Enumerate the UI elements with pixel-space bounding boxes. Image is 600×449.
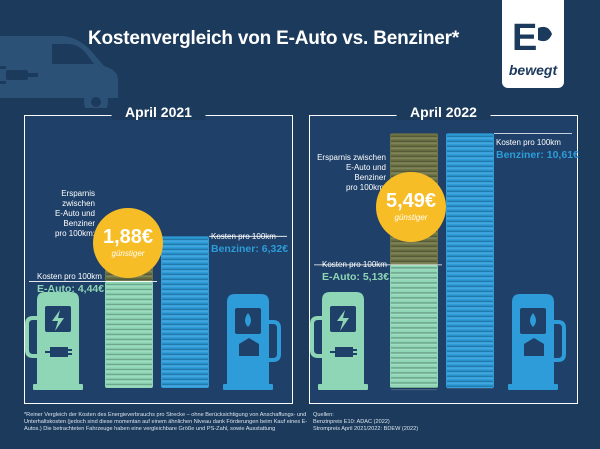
svg-text:E: E	[512, 17, 537, 59]
logo-mark-icon: E	[512, 17, 552, 59]
gasoline-label: Benziner: 6,32€	[211, 243, 289, 255]
ev-cost-bar	[390, 264, 438, 391]
ev-charger-icon	[310, 292, 368, 390]
ev-charger-icon	[25, 292, 83, 390]
savings-caption: Ersparnis zwischen E-Auto und Benziner p…	[54, 189, 95, 238]
savings-sub: günstiger	[111, 249, 145, 258]
savings-badge: 5,49€ günstiger	[376, 172, 446, 242]
sources-heading: Quellen:	[313, 412, 334, 418]
page-title: Kostenvergleich von E-Auto vs. Benziner*	[88, 28, 460, 49]
footnote: *Reiner Vergleich der Kosten des Energie…	[24, 412, 308, 433]
gasoline-caption: Kosten pro 100km	[496, 138, 561, 147]
gasoline-cost-bar	[446, 133, 494, 389]
savings-sub: günstiger	[394, 213, 428, 222]
gas-pump-icon	[223, 294, 281, 390]
chart-2021	[25, 235, 287, 390]
ev-label: E-Auto: 4,44€	[37, 283, 105, 295]
savings-value: 5,49€	[385, 190, 437, 212]
ev-caption: Kosten pro 100km	[322, 260, 387, 269]
gasoline-cost-bar	[161, 236, 209, 388]
panel-title: April 2021	[111, 104, 206, 120]
savings-value: 1,88€	[102, 226, 154, 248]
ev-plug-car-icon	[0, 36, 118, 108]
gas-pump-icon	[508, 294, 566, 390]
ev-caption: Kosten pro 100km	[37, 272, 102, 281]
panel-title: April 2022	[396, 104, 491, 120]
logo-text: bewegt	[508, 62, 558, 78]
sources: Quellen: Benzinpreis E10: ADAC (2022) St…	[313, 412, 513, 434]
ev-label: E-Auto: 5,13€	[322, 271, 390, 283]
ev-cost-bar	[105, 281, 153, 388]
savings-badge: 1,88€ günstiger	[93, 208, 163, 278]
savings-caption: Ersparnis zwischen E-Auto und Benziner p…	[317, 153, 386, 192]
panel-april-2022: April 2022 Ersparnis zwischen E-Auto und…	[309, 104, 579, 404]
panel-april-2021: April 2021 Ersparnis zwischen E-Auto und…	[24, 104, 293, 404]
gasoline-caption: Kosten pro 100km	[211, 232, 276, 241]
sources-line: Strompreis April 2021/2022: BDEW (2022)	[313, 426, 419, 433]
sources-line: Benzinpreis E10: ADAC (2022)	[313, 419, 390, 426]
gasoline-label: Benziner: 10,61€	[496, 149, 579, 161]
brand-logo: E bewegt	[502, 0, 564, 88]
